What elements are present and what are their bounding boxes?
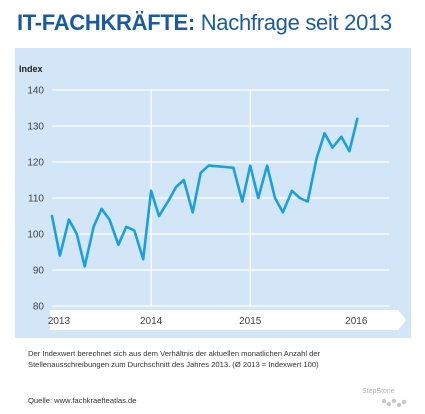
y-tick-label: 100 [27, 230, 44, 241]
y-tick-label: 140 [27, 86, 44, 97]
footnote: Der Indexwert berechnet sich aus dem Ver… [28, 349, 321, 369]
y-axis-label: Index [19, 64, 43, 74]
brand-name: StepStone [362, 388, 395, 395]
y-tick-label: 80 [33, 302, 45, 313]
y-tick-label: 130 [27, 122, 44, 133]
y-tick-label: 90 [33, 266, 45, 277]
x-axis-band [50, 310, 406, 330]
title-rest: Nachfrage seit 2013 [194, 10, 393, 35]
stepstone-logo: StepStone [362, 388, 408, 410]
chart-panel: Index 80 90 100 110 120 130 140 2013 2014 2015 2016 [15, 48, 411, 338]
x-tick-label: 2015 [239, 316, 262, 327]
page-title: IT-FACHKRÄFTE: Nachfrage seit 2013 [17, 10, 392, 36]
x-tick-label: 2013 [48, 316, 71, 327]
y-tick-label: 120 [27, 158, 44, 169]
x-tick-label: 2014 [140, 316, 163, 327]
source-note: Quelle: www.fachkraefteatlas.de [28, 396, 137, 405]
series-line-0 [50, 117, 359, 268]
y-tick-label: 110 [28, 194, 44, 205]
footprint-icon [381, 398, 407, 408]
title-bold: IT-FACHKRÄFTE: [17, 10, 195, 35]
line-chart: Index 80 90 100 110 120 130 140 2013 2014 2015 2016 [19, 64, 406, 330]
x-tick-label: 2016 [345, 316, 368, 327]
